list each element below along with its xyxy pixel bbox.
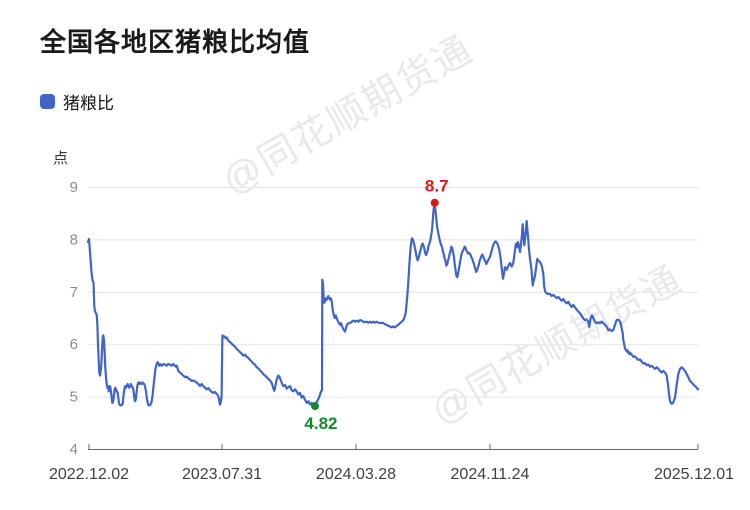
legend-series-label: 猪粮比: [63, 94, 114, 113]
y-axis-tick-label: 4: [70, 441, 78, 458]
x-axis-tick-label: 2022.12.02: [49, 466, 129, 483]
chart-title: 全国各地区猪粮比均值: [40, 27, 311, 57]
y-axis-tick-label: 9: [70, 179, 78, 196]
x-axis-tick-label: 2024.03.28: [316, 466, 396, 483]
x-axis-tick-label: 2024.11.24: [451, 466, 530, 483]
series-line-pig-grain-ratio[interactable]: [86, 201, 700, 408]
y-axis-unit-label: 点: [53, 150, 69, 167]
min-value-label: 4.82: [304, 414, 337, 433]
min-point-dot: [310, 402, 319, 411]
y-axis-tick-label: 6: [70, 336, 78, 353]
x-axis-tick-label: 2025.12.01: [654, 466, 734, 483]
max-point-dot: [430, 198, 439, 207]
legend-marker-icon: [40, 94, 55, 109]
legend-item-pig-grain-ratio[interactable]: 猪粮比: [40, 89, 114, 114]
watermark-text: @同花顺期货通: [425, 258, 690, 433]
gridlines: [88, 187, 698, 398]
y-axis-tick-label: 8: [70, 231, 78, 248]
max-value-label: 8.7: [425, 177, 449, 196]
x-axis-tick-label: 2023.07.31: [182, 466, 262, 483]
y-axis-tick-label: 7: [70, 284, 78, 301]
y-axis-tick-label: 5: [70, 389, 78, 406]
